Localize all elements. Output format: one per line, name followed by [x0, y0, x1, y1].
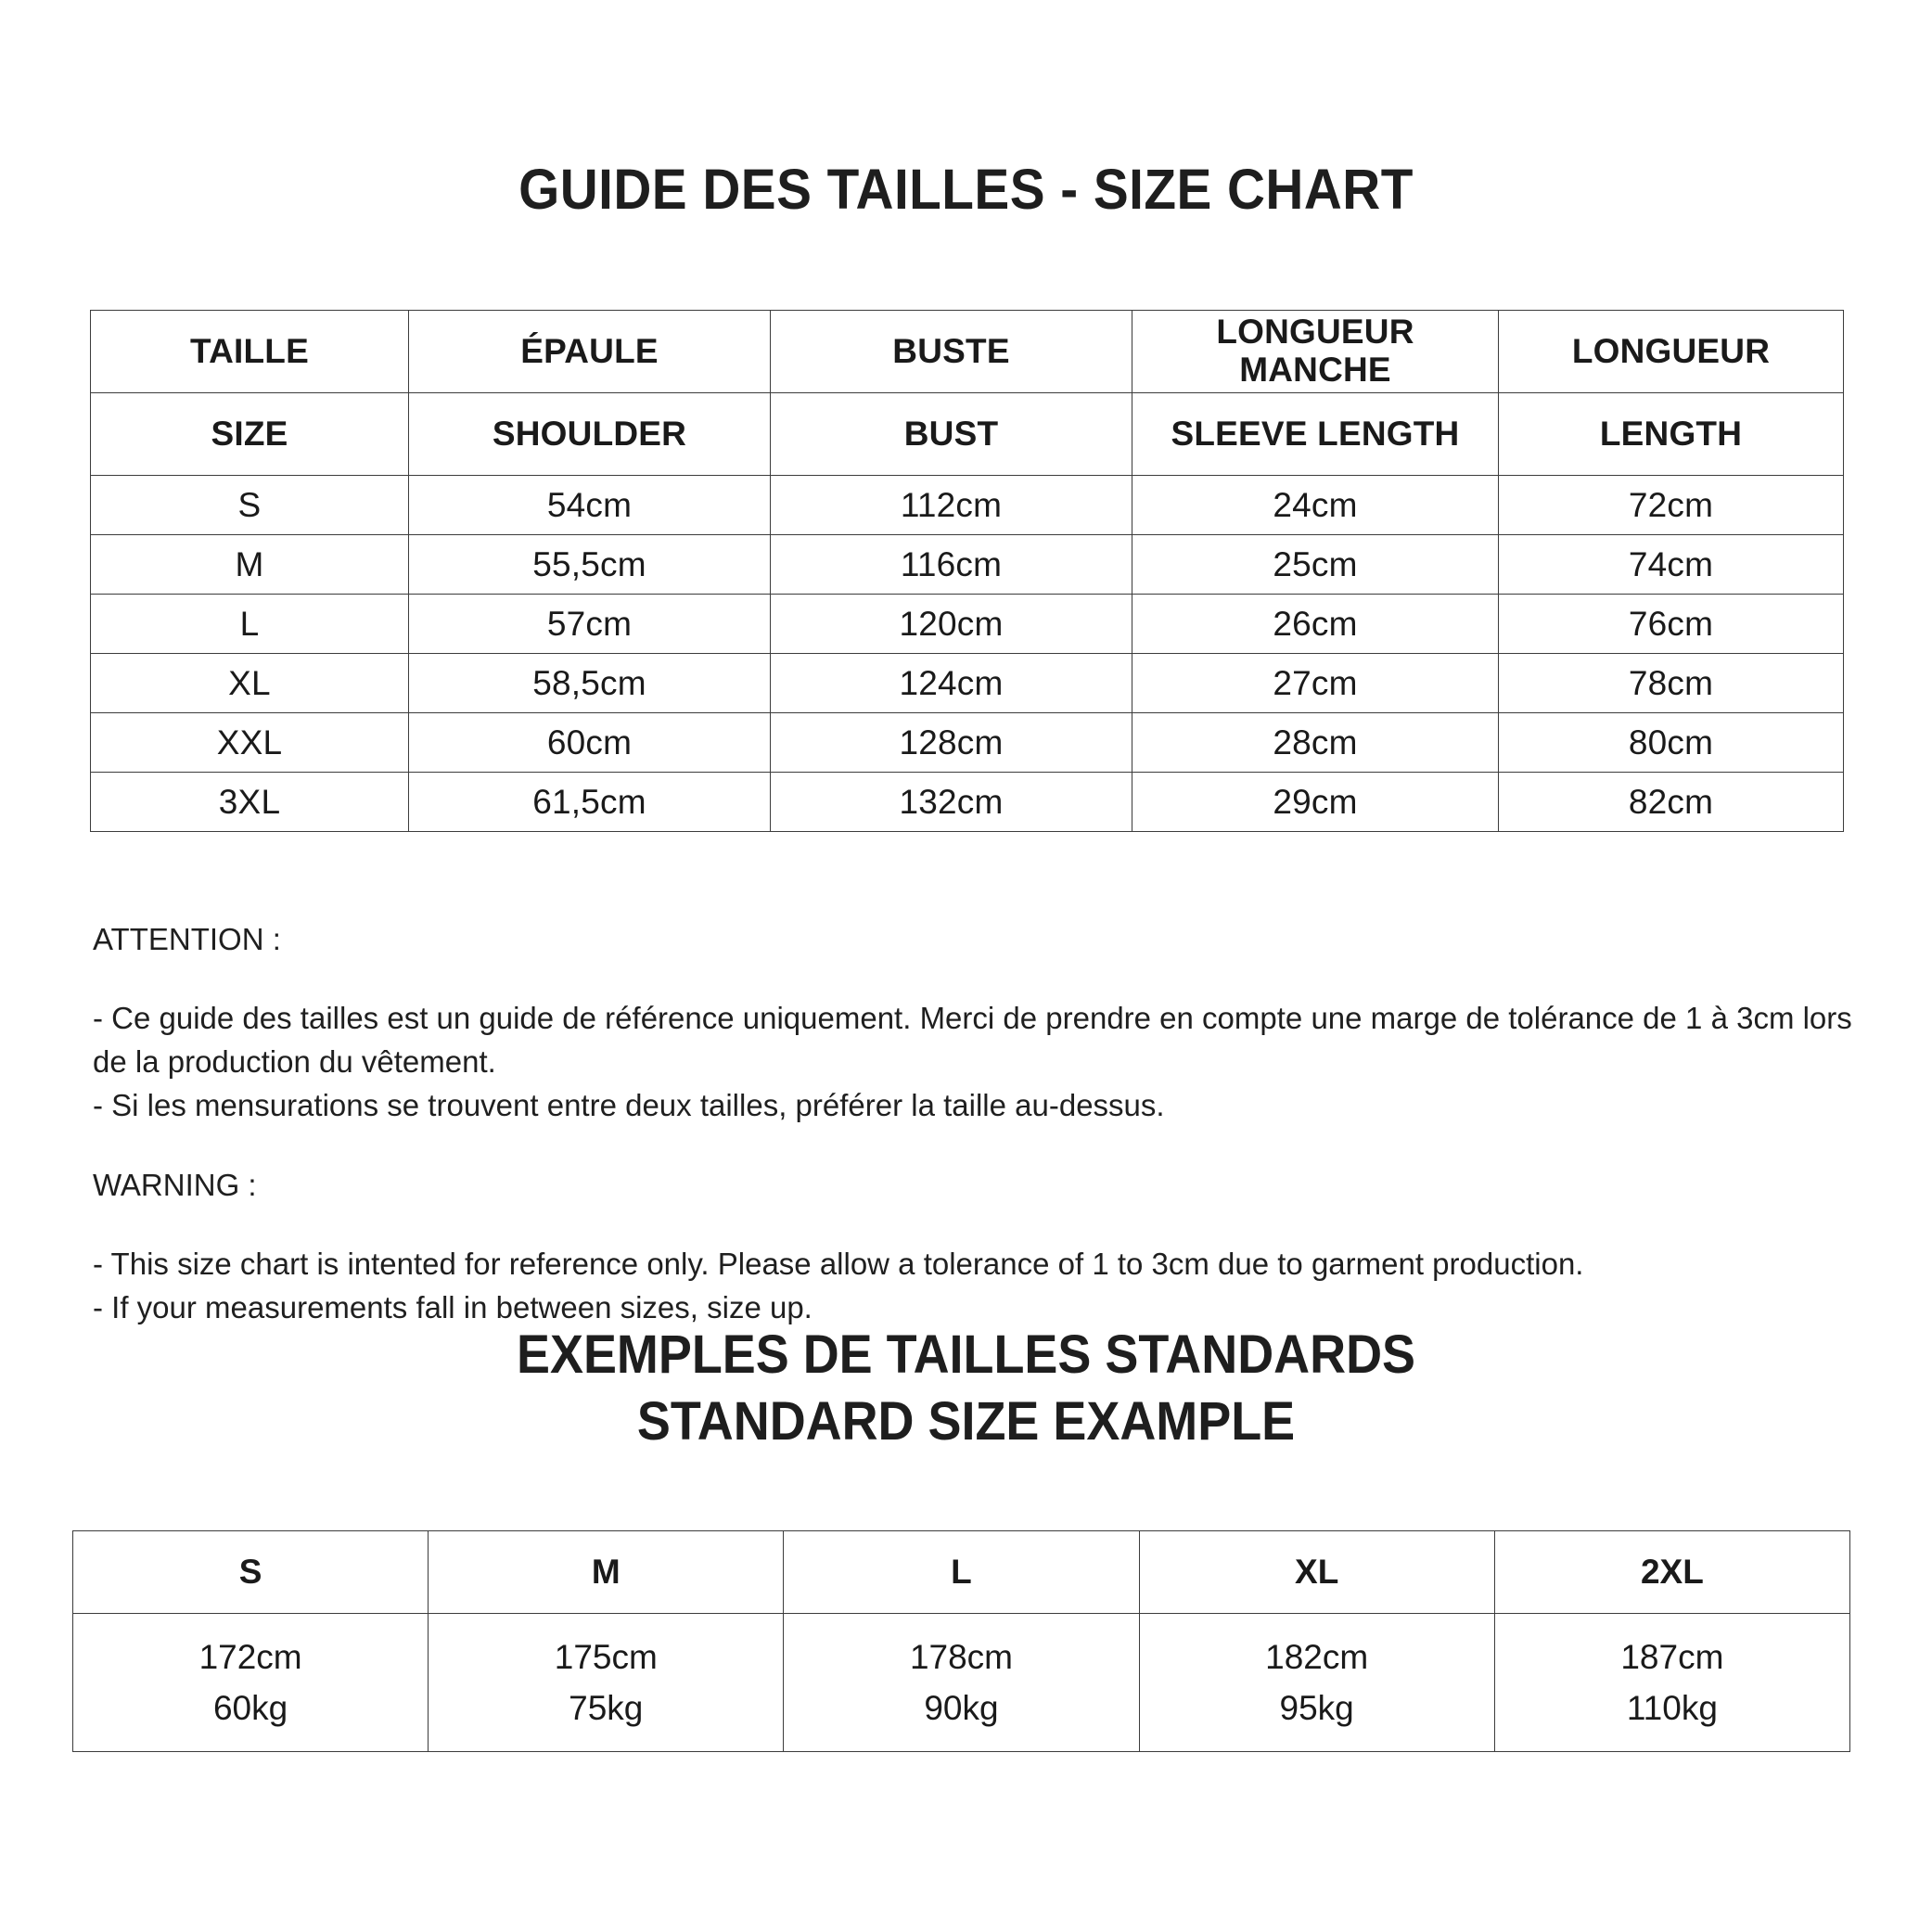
cell-bust: 120cm: [770, 594, 1132, 654]
table-row: XL 58,5cm 124cm 27cm 78cm: [90, 653, 1844, 713]
cell-sleeve: 26cm: [1132, 594, 1499, 654]
warning-line-2: - If your measurements fall in between s…: [93, 1290, 812, 1325]
table-header-row-en: SIZE SHOULDER BUST SLEEVE LENGTH LENGTH: [90, 392, 1844, 476]
cell-bust: 124cm: [770, 653, 1132, 713]
header-shoulder: SHOULDER: [408, 392, 771, 476]
cell-bust: 116cm: [770, 534, 1132, 595]
attention-line-2: - Si les mensurations se trouvent entre …: [93, 1087, 1165, 1122]
table-header-row-fr: TAILLE ÉPAULE BUSTE LONGUEUR MANCHE LONG…: [90, 310, 1844, 393]
table-row: L 57cm 120cm 26cm 76cm: [90, 594, 1844, 654]
table-row: M 55,5cm 116cm 25cm 74cm: [90, 534, 1844, 595]
cell-shoulder: 60cm: [408, 712, 771, 773]
header-bust: BUST: [770, 392, 1132, 476]
example-weight-l: 90kg: [924, 1689, 999, 1727]
table-row: XXL 60cm 128cm 28cm 80cm: [90, 712, 1844, 773]
cell-size: 3XL: [90, 772, 409, 832]
cell-length: 76cm: [1498, 594, 1844, 654]
cell-bust: 128cm: [770, 712, 1132, 773]
cell-length: 78cm: [1498, 653, 1844, 713]
example-header-row: S M L XL 2XL: [71, 1530, 1851, 1614]
cell-length: 72cm: [1498, 475, 1844, 535]
example-height-m: 175cm: [554, 1637, 658, 1676]
attention-label: ATTENTION :: [93, 922, 281, 956]
warning-label: WARNING :: [93, 1168, 257, 1203]
example-height-l: 178cm: [909, 1637, 1013, 1676]
section-title: EXEMPLES DE TAILLES STANDARDS STANDARD S…: [68, 1322, 1864, 1455]
cell-length: 74cm: [1498, 534, 1844, 595]
section-title-line-2: STANDARD SIZE EXAMPLE: [636, 1390, 1296, 1452]
notes-section: ATTENTION : - Ce guide des tailles est u…: [93, 918, 1864, 1330]
cell-sleeve: 27cm: [1132, 653, 1499, 713]
example-weight-2xl: 110kg: [1626, 1689, 1718, 1727]
example-weight-m: 75kg: [569, 1689, 644, 1727]
cell-size: M: [90, 534, 409, 595]
cell-bust: 132cm: [770, 772, 1132, 832]
table-row: S 54cm 112cm 24cm 72cm: [90, 475, 1844, 535]
cell-sleeve: 25cm: [1132, 534, 1499, 595]
cell-length: 82cm: [1498, 772, 1844, 832]
notes-spacer: [93, 1127, 1864, 1164]
example-cell-s: 172cm 60kg: [71, 1613, 429, 1752]
header-epaule: ÉPAULE: [408, 310, 771, 393]
header-longueur-manche: LONGUEUR MANCHE: [1132, 310, 1499, 393]
example-cell-2xl: 187cm 110kg: [1493, 1613, 1851, 1752]
header-sleeve-length: SLEEVE LENGTH: [1132, 392, 1499, 476]
attention-line-1: - Ce guide des tailles est un guide de r…: [93, 1000, 1852, 1079]
example-header-m: M: [428, 1530, 785, 1614]
header-size: SIZE: [90, 392, 409, 476]
size-chart-table: TAILLE ÉPAULE BUSTE LONGUEUR MANCHE LONG…: [90, 310, 1844, 832]
header-longueur-manche-line2: MANCHE: [1239, 351, 1391, 389]
table-row: 3XL 61,5cm 132cm 29cm 82cm: [90, 772, 1844, 832]
example-header-s: S: [71, 1530, 429, 1614]
example-header-xl: XL: [1138, 1530, 1495, 1614]
example-cell-m: 175cm 75kg: [428, 1613, 785, 1752]
example-weight-s: 60kg: [212, 1689, 288, 1727]
example-cell-xl: 182cm 95kg: [1138, 1613, 1495, 1752]
cell-size: XXL: [90, 712, 409, 773]
cell-shoulder: 57cm: [408, 594, 771, 654]
cell-sleeve: 29cm: [1132, 772, 1499, 832]
cell-shoulder: 54cm: [408, 475, 771, 535]
cell-size: XL: [90, 653, 409, 713]
header-buste: BUSTE: [770, 310, 1132, 393]
cell-shoulder: 61,5cm: [408, 772, 771, 832]
cell-sleeve: 24cm: [1132, 475, 1499, 535]
example-cell-l: 178cm 90kg: [783, 1613, 1140, 1752]
header-length: LENGTH: [1498, 392, 1844, 476]
example-header-l: L: [783, 1530, 1140, 1614]
cell-size: S: [90, 475, 409, 535]
header-longueur-manche-line1: LONGUEUR: [1216, 313, 1414, 352]
example-value-row: 172cm 60kg 175cm 75kg 178cm 90kg 182cm 9…: [71, 1613, 1851, 1752]
example-header-2xl: 2XL: [1493, 1530, 1851, 1614]
standard-size-example-table: S M L XL 2XL 172cm 60kg 175cm 75kg 178cm…: [71, 1530, 1851, 1752]
header-longueur: LONGUEUR: [1498, 310, 1844, 393]
header-taille: TAILLE: [90, 310, 409, 393]
page-title: GUIDE DES TAILLES - SIZE CHART: [518, 158, 1414, 221]
cell-bust: 112cm: [770, 475, 1132, 535]
example-height-xl: 182cm: [1265, 1637, 1369, 1676]
cell-shoulder: 58,5cm: [408, 653, 771, 713]
example-weight-xl: 95kg: [1279, 1689, 1354, 1727]
cell-sleeve: 28cm: [1132, 712, 1499, 773]
warning-line-1: - This size chart is intented for refere…: [93, 1247, 1584, 1282]
cell-size: L: [90, 594, 409, 654]
cell-length: 80cm: [1498, 712, 1844, 773]
cell-shoulder: 55,5cm: [408, 534, 771, 595]
example-height-2xl: 187cm: [1620, 1637, 1724, 1676]
example-height-s: 172cm: [198, 1637, 302, 1676]
section-title-line-1: EXEMPLES DE TAILLES STANDARDS: [516, 1324, 1416, 1385]
